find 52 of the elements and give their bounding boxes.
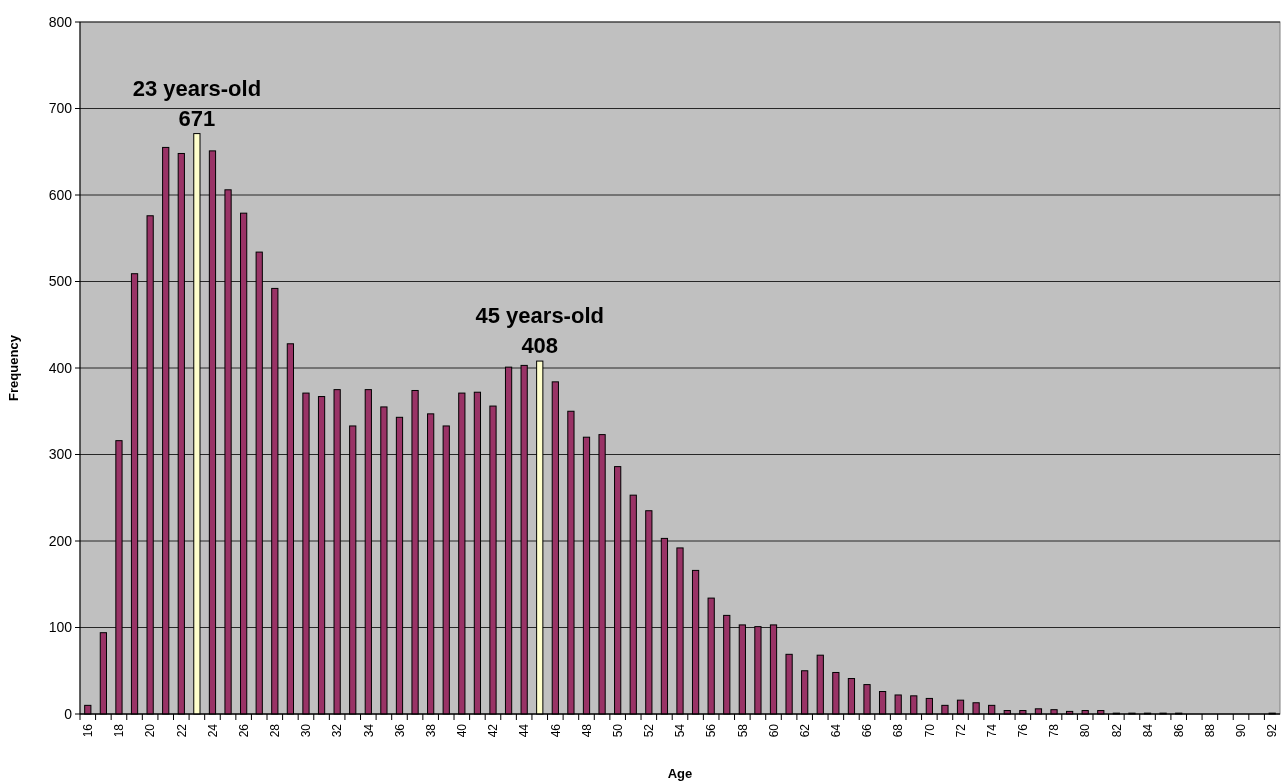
x-tick-label: 36 [392,723,407,738]
x-tick-label: 48 [579,723,594,738]
x-tick-label: 64 [829,723,844,738]
x-tick-label: 62 [797,723,812,738]
y-tick-label: 500 [48,273,73,290]
x-tick-label: 86 [1171,723,1186,738]
x-tick-label: 16 [80,723,95,738]
x-tick-label: 28 [268,723,283,738]
x-tick-label: 24 [205,723,220,738]
x-tick-label: 76 [1016,723,1031,738]
x-tick-label: 50 [610,723,625,738]
y-tick-label: 0 [64,705,73,722]
y-tick-label: 200 [48,532,73,549]
x-tick-label: 66 [860,723,875,738]
x-tick-label: 60 [766,723,781,738]
x-axis-title: Age [667,766,693,781]
x-tick-label: 84 [1140,723,1155,738]
x-tick-label: 68 [891,723,906,738]
x-tick-label: 82 [1109,723,1124,738]
x-tick-label: 44 [517,723,532,738]
x-tick-label: 34 [361,723,376,738]
x-tick-label: 20 [143,723,158,738]
x-tick-label: 54 [673,723,688,738]
x-tick-label: 32 [330,723,345,738]
x-tick-label: 40 [455,723,470,738]
x-tick-label: 78 [1047,723,1062,738]
y-tick-label: 800 [48,13,73,30]
x-tick-label: 92 [1265,723,1280,738]
x-tick-label: 46 [548,723,563,738]
y-tick-label: 700 [48,100,73,117]
y-tick-label: 100 [48,619,73,636]
x-tick-label: 42 [486,723,501,738]
y-tick-label: 400 [48,359,73,376]
x-tick-label: 18 [112,723,127,738]
x-tick-label: 22 [174,723,189,738]
x-tick-label: 56 [704,723,719,738]
x-tick-label: 72 [953,723,968,738]
y-tick-label: 600 [48,186,73,203]
x-tick-label: 38 [423,723,438,738]
x-tick-label: 52 [642,723,657,738]
y-axis-title: Frequency [6,334,21,401]
x-tick-label: 80 [1078,723,1093,738]
x-tick-label: 88 [1203,723,1218,738]
x-tick-label: 58 [735,723,750,738]
data-label: 23 years-old 671 [132,75,262,131]
y-tick-label: 300 [48,446,73,463]
x-tick-label: 26 [236,723,251,738]
x-tick-label: 74 [984,723,999,738]
x-tick-label: 90 [1234,723,1249,738]
data-label: 45 years-old 408 [475,303,604,359]
x-tick-label: 30 [299,723,314,738]
x-tick-label: 70 [922,723,937,738]
